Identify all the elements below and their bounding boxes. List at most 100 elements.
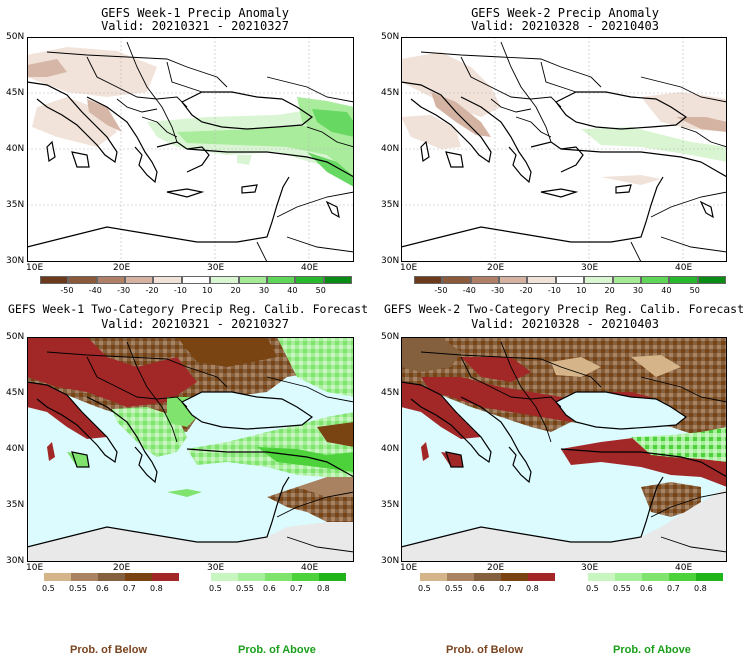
panel3-title-line1: GEFS Week-1 Two-Category Precip Reg. Cal…	[7, 302, 369, 316]
panel2-anomaly-colorbar: -50 -40 -30 -20 -10 10 20 30 40 50	[414, 276, 726, 295]
footer-below-left: Prob. of Below	[70, 644, 147, 656]
colorbar-cell	[210, 276, 239, 284]
panel1-lon-20: 20E	[113, 263, 131, 273]
colorbar-cell	[528, 573, 555, 581]
panel3-lon-10: 10E	[26, 563, 44, 573]
colorbar-tick-label: -40	[462, 286, 476, 295]
panel3-above-colorbar: 0.5 0.55 0.6 0.7 0.8	[209, 573, 346, 593]
colorbar-tick-label: 0.5	[586, 584, 599, 593]
panel1-title-line2: Valid: 20210321 - 20210327	[101, 19, 289, 33]
panel2-map	[401, 37, 727, 262]
colorbar-tick-label: -20	[145, 286, 159, 295]
colorbar-tick-label: 0.55	[236, 584, 254, 593]
colorbar-tick-label: 0.7	[499, 584, 512, 593]
colorbar-tick-label: -20	[519, 286, 533, 295]
colorbar-cell	[669, 276, 698, 284]
panel4-borders	[420, 341, 727, 553]
colorbar-cell	[442, 276, 471, 284]
colorbar-cell	[414, 276, 443, 284]
panel3-below-colorbar: 0.5 0.55 0.6 0.7 0.8	[42, 573, 179, 593]
colorbar-cell	[152, 573, 179, 581]
colorbar-cell	[319, 573, 346, 581]
colorbar-tick-label: -30	[117, 286, 131, 295]
colorbar-tick-label: 0.7	[290, 584, 303, 593]
panel2-lat-30: 30N	[381, 256, 400, 266]
panel1-lat-50: 50N	[6, 32, 25, 42]
panel3-lat-50: 50N	[6, 332, 25, 342]
colorbar-cell	[71, 573, 98, 581]
colorbar-tick-label: -40	[88, 286, 102, 295]
panel3-title-line2: Valid: 20210321 - 20210327	[101, 317, 289, 331]
colorbar-tick-label: 0.5	[42, 584, 55, 593]
panel1-lat-30: 30N	[6, 256, 25, 266]
panel1-gridlines	[27, 37, 354, 262]
panel4-lat-45: 45N	[381, 388, 400, 398]
panel4-lon-20: 20E	[487, 563, 505, 573]
colorbar-tick-label: -10	[173, 286, 187, 295]
panel1-lon-10: 10E	[26, 263, 44, 273]
colorbar-cell	[584, 276, 613, 284]
panel1-anomaly-colorbar: -50 -40 -30 -20 -10 10 20 30 40 50	[40, 276, 352, 295]
panel3-coastlines	[27, 381, 354, 548]
panel4-lat-50: 50N	[381, 332, 400, 342]
colorbar-cell	[292, 573, 319, 581]
panel2-title-line2: Valid: 20210328 - 20210403	[471, 19, 659, 33]
panel4-map	[401, 337, 727, 562]
panel3-lon-30: 30E	[207, 563, 225, 573]
colorbar-tick-label: 0.7	[123, 584, 136, 593]
colorbar-cell	[96, 276, 126, 284]
footer-above-left: Prob. of Above	[238, 644, 316, 656]
panel2-gridlines	[401, 37, 727, 262]
colorbar-tick-label: 0.55	[613, 584, 631, 593]
colorbar-cell	[696, 573, 723, 581]
panel2-lon-40: 40E	[675, 263, 693, 273]
colorbar-tick-label: 20	[604, 286, 615, 295]
colorbar-cell	[125, 573, 152, 581]
colorbar-cell	[181, 276, 211, 284]
colorbar-cell	[501, 573, 528, 581]
colorbar-tick-label: -10	[547, 286, 561, 295]
panel3-lon-20: 20E	[113, 563, 131, 573]
colorbar-tick-label: -50	[60, 286, 74, 295]
colorbar-cell	[125, 276, 154, 284]
colorbar-tick-label: 40	[661, 286, 672, 295]
colorbar-tick-label: 0.6	[96, 584, 109, 593]
panel4-lon-10: 10E	[400, 563, 418, 573]
colorbar-tick-label: 50	[315, 286, 326, 295]
colorbar-cell	[669, 573, 696, 581]
panel1-lat-45: 45N	[6, 88, 25, 98]
panel1-coastlines	[27, 81, 354, 248]
panel1-lat-40: 40N	[6, 144, 25, 154]
colorbar-cell	[555, 276, 585, 284]
colorbar-cell	[323, 276, 352, 284]
colorbar-tick-label: 0.7	[667, 584, 680, 593]
colorbar-cell	[642, 573, 669, 581]
panel2-lat-35: 35N	[381, 200, 400, 210]
panel1-lat-35: 35N	[6, 200, 25, 210]
panel2-coastlines	[401, 81, 727, 248]
colorbar-tick-label: 0.55	[445, 584, 463, 593]
colorbar-cell	[588, 573, 615, 581]
colorbar-tick-label: -50	[434, 286, 448, 295]
colorbar-cell	[612, 276, 641, 284]
panel4-title-line1: GEFS Week-2 Two-Category Precip Reg. Cal…	[383, 302, 745, 316]
colorbar-cell	[697, 276, 726, 284]
colorbar-tick-label: 40	[287, 286, 298, 295]
colorbar-cell	[474, 573, 501, 581]
panel3-lat-35: 35N	[6, 500, 25, 510]
colorbar-tick-label: 0.55	[69, 584, 87, 593]
colorbar-cell	[68, 276, 97, 284]
colorbar-cell	[295, 276, 324, 284]
colorbar-tick-label: 0.8	[317, 584, 330, 593]
panel3-lat-40: 40N	[6, 444, 25, 454]
panel4-coastlines	[401, 381, 727, 548]
colorbar-cell	[98, 573, 125, 581]
panel2-lat-45: 45N	[381, 88, 400, 98]
panel2-lat-40: 40N	[381, 144, 400, 154]
colorbar-cell	[44, 573, 71, 581]
colorbar-tick-label: 20	[230, 286, 241, 295]
panel3-lat-30: 30N	[6, 556, 25, 566]
colorbar-tick-label: 0.6	[472, 584, 485, 593]
colorbar-cell	[211, 573, 238, 581]
panel2-title-line1: GEFS Week-2 Precip Anomaly	[471, 6, 659, 20]
